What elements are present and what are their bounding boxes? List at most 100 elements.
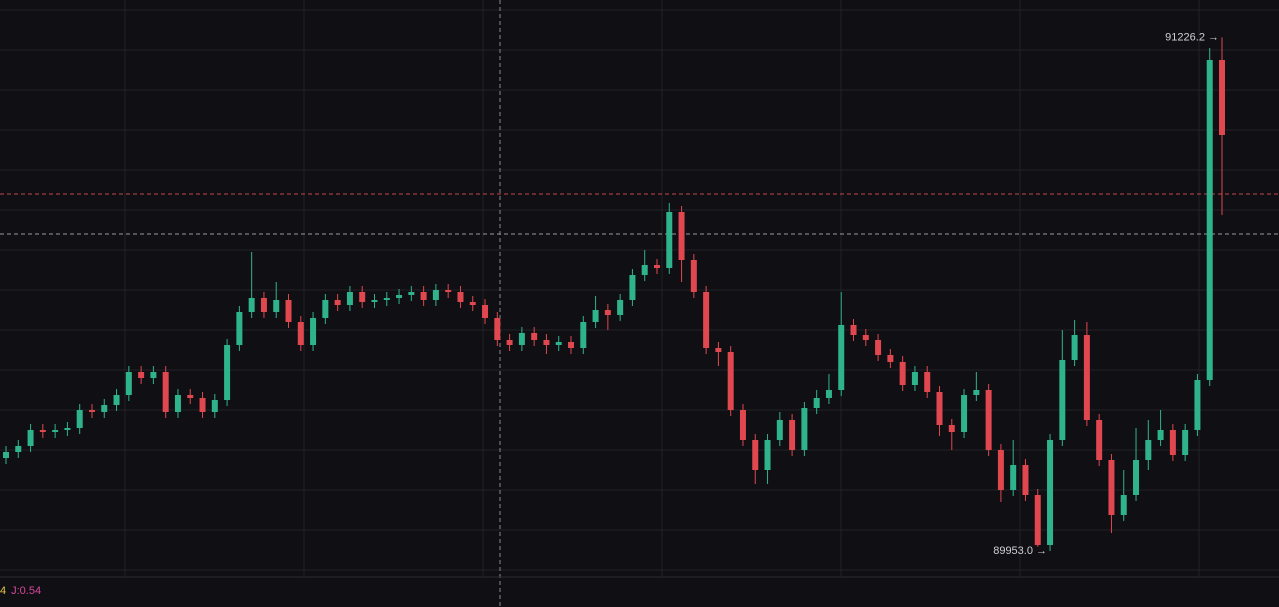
candle-body — [518, 333, 525, 345]
high-annotation: 91226.2 → — [1165, 31, 1219, 43]
candle-body — [150, 372, 157, 378]
candle-body — [432, 290, 439, 300]
candle-body — [825, 390, 832, 398]
candle-body — [850, 325, 857, 335]
candle-body — [346, 292, 353, 305]
candle-body — [248, 298, 255, 312]
candle-body — [88, 410, 95, 412]
candle-body — [997, 450, 1004, 490]
candle-body — [64, 428, 71, 430]
candle-body — [690, 260, 697, 292]
candle-body — [101, 405, 108, 412]
candle-body — [727, 352, 734, 410]
candle-body — [297, 322, 304, 345]
candle-body — [1022, 465, 1029, 495]
candles — [3, 37, 1225, 551]
candle-body — [666, 212, 673, 268]
candle-body — [1120, 495, 1127, 515]
candle-body — [899, 362, 906, 385]
candle-body — [1182, 430, 1189, 455]
candle-body — [15, 446, 22, 452]
candle-body — [838, 325, 845, 390]
candle-body — [482, 305, 489, 318]
candle-body — [715, 348, 722, 352]
candle-body — [641, 265, 648, 275]
candle-body — [961, 395, 968, 432]
candle-body — [948, 425, 955, 432]
candle-body — [506, 340, 513, 345]
candle-body — [162, 372, 169, 412]
candle-body — [322, 300, 329, 318]
candle-body — [887, 355, 894, 362]
candle-body — [383, 298, 390, 300]
candle-body — [285, 300, 292, 322]
candle-body — [52, 430, 59, 432]
candle-body — [1034, 495, 1041, 545]
candle-body — [678, 212, 685, 260]
candle-body — [113, 395, 120, 405]
candle-body — [371, 300, 378, 302]
candle-body — [1108, 460, 1115, 515]
candle-body — [1071, 335, 1078, 360]
candle-body — [531, 333, 538, 340]
candle-body — [236, 312, 243, 345]
candle-body — [862, 335, 869, 340]
candle-body — [199, 398, 206, 412]
candle-body — [494, 318, 501, 340]
candle-body — [789, 420, 796, 450]
candle-body — [875, 340, 882, 355]
candle-body — [1083, 335, 1090, 420]
candle-body — [457, 292, 464, 302]
candle-body — [1194, 380, 1201, 430]
candle-body — [813, 398, 820, 408]
candle-body — [3, 452, 9, 458]
candle-body — [334, 300, 341, 305]
candle-body — [653, 265, 660, 268]
candle-body — [187, 395, 194, 398]
indicator-label: J:0.54 — [11, 585, 41, 597]
candle-body — [617, 300, 624, 315]
candle-body — [76, 410, 83, 428]
candle-body — [936, 392, 943, 425]
candle-body — [1059, 360, 1066, 440]
candle-body — [592, 310, 599, 322]
candle-body — [469, 302, 476, 305]
candle-body — [555, 342, 562, 345]
candle-body — [1157, 430, 1164, 440]
candle-body — [138, 372, 145, 378]
candle-body — [445, 290, 452, 292]
candle-body — [568, 342, 575, 348]
candle-body — [211, 400, 218, 412]
candle-body — [924, 372, 931, 392]
candle-body — [801, 408, 808, 450]
candle-body — [739, 410, 746, 440]
candle-body — [1010, 465, 1017, 490]
candle-body — [273, 300, 280, 312]
candle-body — [174, 395, 181, 412]
candle-body — [408, 292, 415, 295]
candle-body — [420, 292, 427, 300]
candle-body — [752, 440, 759, 470]
candle-body — [604, 310, 611, 315]
candle-body — [543, 340, 550, 345]
candle-body — [1145, 440, 1152, 460]
candle-body — [39, 430, 46, 432]
candle-body — [911, 372, 918, 385]
indicator-label: 4 — [0, 585, 6, 597]
candle-body — [125, 372, 132, 395]
candle-body — [703, 292, 710, 348]
candle-body — [580, 322, 587, 348]
candle-body — [260, 298, 267, 312]
candle-body — [985, 390, 992, 450]
candle-body — [1219, 60, 1225, 135]
candle-body — [359, 292, 366, 302]
candle-body — [310, 318, 317, 345]
candle-body — [1133, 460, 1140, 495]
candle-body — [1096, 420, 1103, 460]
candle-body — [27, 430, 34, 446]
candle-body — [764, 440, 771, 470]
candle-body — [629, 275, 636, 300]
